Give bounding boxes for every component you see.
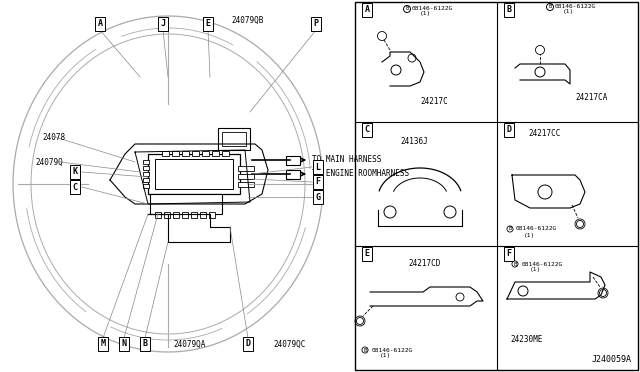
Text: F: F [316, 177, 321, 186]
Text: M: M [100, 340, 106, 349]
Bar [143, 184, 149, 188]
Bar [172, 151, 179, 156]
Bar [148, 154, 240, 194]
Text: 24217CA: 24217CA [575, 93, 607, 102]
Text: J240059A: J240059A [592, 355, 632, 364]
Bar [212, 151, 219, 156]
Text: 08146-6122G: 08146-6122G [522, 262, 563, 266]
Bar [238, 174, 254, 179]
Text: G: G [316, 192, 321, 202]
Bar [191, 212, 197, 218]
Text: 24078: 24078 [42, 132, 65, 141]
Text: D: D [246, 340, 250, 349]
Text: B: B [548, 4, 552, 10]
Text: 24079Q: 24079Q [35, 157, 63, 167]
Text: TO ENGINE ROOMHARNESS: TO ENGINE ROOMHARNESS [312, 170, 409, 179]
Text: 08146-6122G: 08146-6122G [372, 347, 413, 353]
Text: 24217C: 24217C [420, 97, 448, 106]
Text: 08146-6122G: 08146-6122G [555, 3, 596, 9]
Text: (1): (1) [380, 353, 391, 359]
Text: (1): (1) [524, 232, 535, 237]
Text: TO MAIN HARNESS: TO MAIN HARNESS [312, 155, 381, 164]
Text: 08146-6122G: 08146-6122G [516, 227, 557, 231]
Bar [222, 132, 246, 146]
Bar [162, 151, 169, 156]
Bar [286, 156, 300, 165]
Text: E: E [205, 19, 211, 29]
Text: (1): (1) [420, 12, 431, 16]
Bar [222, 151, 229, 156]
Text: 24079QC: 24079QC [274, 340, 306, 349]
Bar [202, 151, 209, 156]
Bar [209, 212, 215, 218]
Text: B: B [508, 227, 511, 231]
Bar [143, 160, 149, 164]
Text: B: B [513, 262, 516, 266]
Text: 24217CD: 24217CD [408, 260, 440, 269]
Bar [164, 212, 170, 218]
Bar [150, 194, 222, 214]
Text: L: L [316, 163, 321, 171]
Text: B: B [405, 6, 408, 12]
Bar [200, 212, 206, 218]
Text: C: C [72, 183, 77, 192]
Bar [143, 166, 149, 170]
Bar [143, 172, 149, 176]
Text: (1): (1) [530, 267, 541, 273]
Text: 24136J: 24136J [400, 138, 428, 147]
Bar [182, 212, 188, 218]
Text: K: K [72, 167, 77, 176]
Text: 08146-6122G: 08146-6122G [412, 6, 453, 10]
Text: (1): (1) [563, 10, 574, 15]
Bar [218, 128, 250, 150]
Bar [192, 151, 199, 156]
Text: B: B [506, 6, 511, 15]
Text: A: A [97, 19, 102, 29]
Text: 24217CC: 24217CC [528, 129, 561, 138]
Text: F: F [506, 250, 511, 259]
Bar [173, 212, 179, 218]
Text: A: A [365, 6, 369, 15]
Text: P: P [314, 19, 319, 29]
Text: B: B [143, 340, 147, 349]
Text: C: C [365, 125, 369, 135]
Text: D: D [506, 125, 511, 135]
Bar [143, 178, 149, 182]
Bar [355, 2, 638, 370]
Text: N: N [122, 340, 127, 349]
Bar [286, 170, 300, 179]
Bar [155, 159, 233, 189]
Bar [238, 182, 254, 187]
Text: 24230ME: 24230ME [510, 336, 542, 344]
Bar [182, 151, 189, 156]
Text: 24079QA: 24079QA [174, 340, 206, 349]
Bar [238, 166, 254, 171]
Text: B: B [364, 347, 367, 353]
Text: E: E [365, 250, 369, 259]
Bar [155, 212, 161, 218]
Text: J: J [161, 19, 166, 29]
Text: 24079QB: 24079QB [232, 16, 264, 25]
